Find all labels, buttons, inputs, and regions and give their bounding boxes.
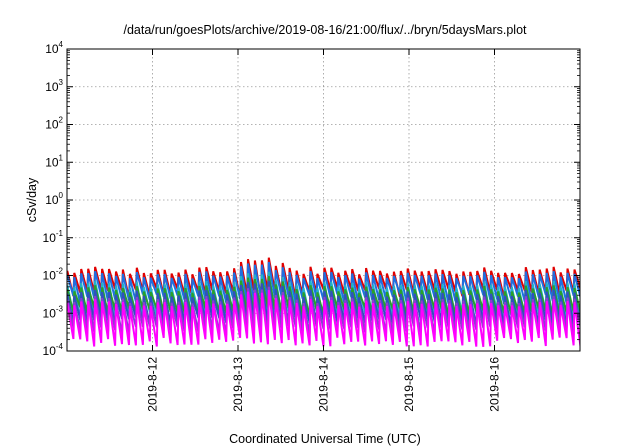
y-tick-label-base: 10 [43,306,57,320]
ticks [67,48,580,352]
series-line [67,261,580,305]
x-tick-label: 2019-8-13 [231,357,245,412]
series-line [67,289,580,348]
series-layer [67,257,580,348]
y-tick-label: 102 [45,116,63,132]
x-tick-labels: 2019-8-12 2019-8-13 2019-8-14 2019-8-15 2019… [146,357,502,412]
y-axis-label: cSv/day [25,177,39,222]
y-tick-label-exponent: -3 [56,304,64,313]
y-tick-label-base: 10 [45,42,59,56]
x-tick-label: 2019-8-15 [402,357,416,412]
y-tick-label-exponent: 1 [59,153,64,162]
y-tick-label-base: 10 [45,155,59,169]
y-tick-label: 10-4 [43,342,64,358]
y-tick-label-base: 10 [43,269,57,283]
y-tick-label-exponent: -4 [56,342,64,351]
y-tick-label: 10-2 [43,267,64,283]
y-tick-label-exponent: 2 [59,116,64,125]
y-tick-label-exponent: 4 [59,40,64,49]
y-tick-label-exponent: -1 [56,229,64,238]
y-tick-label-base: 10 [43,231,57,245]
y-tick-label-exponent: -2 [56,267,64,276]
y-tick-label-exponent: 3 [59,78,64,87]
x-tick-label: 2019-8-12 [146,357,160,412]
y-tick-label: 104 [45,40,63,56]
y-tick-label: 103 [45,78,63,94]
y-tick-label-exponent: 0 [59,191,64,200]
y-tick-label: 101 [45,153,63,169]
x-tick-label: 2019-8-16 [488,357,502,412]
y-tick-label: 10-3 [43,304,64,320]
y-tick-label-base: 10 [43,344,57,358]
y-tick-label-base: 10 [45,193,59,207]
x-tick-label: 2019-8-14 [317,357,331,412]
y-tick-label-base: 10 [45,118,59,132]
y-tick-label-base: 10 [45,80,59,94]
y-tick-label: 10-1 [43,229,64,245]
x-axis-label: Coordinated Universal Time (UTC) [229,432,421,446]
chart-title: /data/run/goesPlots/archive/2019-08-16/2… [123,23,527,37]
series-line [67,276,580,318]
y-tick-label: 100 [45,191,63,207]
